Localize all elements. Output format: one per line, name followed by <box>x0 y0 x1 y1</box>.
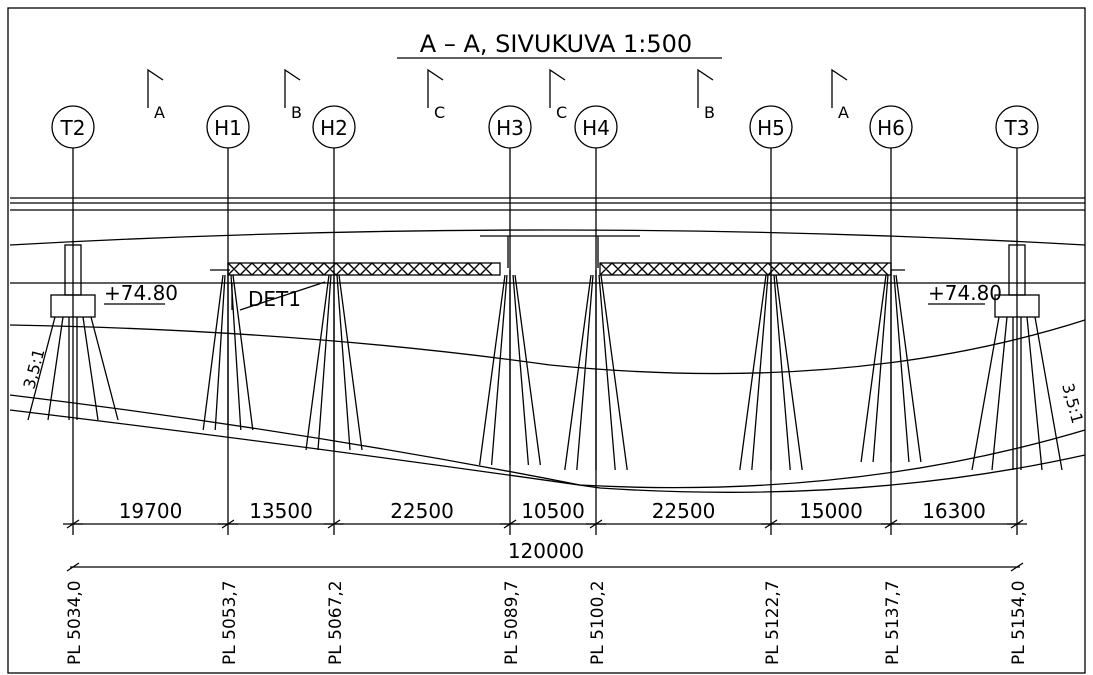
support-label: H1 <box>214 116 242 140</box>
ground-line <box>9 319 1086 375</box>
section-letter: C <box>434 103 445 122</box>
chainage: PL 5100,2 <box>588 580 608 665</box>
dimension-tick <box>218 519 238 529</box>
section-letter: A <box>154 103 165 122</box>
chainage: PL 5034,0 <box>65 580 85 665</box>
support-label: H3 <box>496 116 524 140</box>
road-profile <box>9 229 1086 246</box>
section-mark <box>147 68 164 108</box>
pier-legs <box>202 274 254 431</box>
pier-legs <box>478 274 542 466</box>
support-label: T3 <box>1004 116 1030 140</box>
piles <box>971 316 1063 471</box>
dimension-tick <box>761 519 781 529</box>
chainage: PL 5089,7 <box>502 580 522 665</box>
support-label: T2 <box>60 116 86 140</box>
pier-legs <box>739 274 803 471</box>
span-dimension: 15000 <box>799 499 863 523</box>
slope-label: 3,5:1 <box>20 346 49 391</box>
span-dimension: 10500 <box>521 499 585 523</box>
support-label: H2 <box>320 116 348 140</box>
elevation: +74.80 <box>104 281 178 305</box>
chainage: PL 5137,7 <box>883 580 903 665</box>
deck-truss <box>227 262 501 276</box>
dimension-tick <box>66 562 80 572</box>
dimension-tick <box>1010 562 1024 572</box>
span-dimension: 22500 <box>652 499 716 523</box>
chainage: PL 5122,7 <box>763 580 783 665</box>
section-letter: B <box>291 103 302 122</box>
ground-line <box>9 409 1086 493</box>
total-dimension: 120000 <box>508 539 584 563</box>
frame <box>7 7 1086 674</box>
section-mark <box>549 68 566 108</box>
detail-label: DET1 <box>248 287 301 311</box>
section-letter: C <box>556 103 567 122</box>
section-mark <box>284 68 301 108</box>
section-mark <box>427 68 444 108</box>
span-dimension: 19700 <box>119 499 183 523</box>
pier-legs <box>305 274 363 451</box>
center-span <box>480 235 640 268</box>
chainage: PL 5154,0 <box>1009 580 1029 665</box>
support-label: H6 <box>877 116 905 140</box>
dimension-tick <box>324 519 344 529</box>
detail-leader <box>239 281 326 311</box>
section-mark <box>831 68 848 108</box>
dimension-tick <box>63 519 83 529</box>
slope-label: 3,5:1 <box>1058 381 1087 426</box>
section-letter: B <box>704 103 715 122</box>
truss-diagonals <box>227 262 493 276</box>
abutment-cap <box>994 294 1040 318</box>
abutment-cap <box>50 294 96 318</box>
title: A – A, SIVUKUVA 1:500 <box>420 30 692 58</box>
truss-diagonals <box>599 262 889 276</box>
ground-line <box>9 394 1086 489</box>
chainage: PL 5067,2 <box>326 580 346 665</box>
elevation: +74.80 <box>928 281 1002 305</box>
span-dimension: 16300 <box>922 499 986 523</box>
piles <box>27 316 119 421</box>
span-dimension: 22500 <box>390 499 454 523</box>
support-label: H4 <box>582 116 610 140</box>
chainage: PL 5053,7 <box>220 580 240 665</box>
span-dimension: 13500 <box>249 499 313 523</box>
support-label: H5 <box>757 116 785 140</box>
pier-legs <box>860 274 922 463</box>
dimension-tick <box>881 519 901 529</box>
section-letter: A <box>838 103 849 122</box>
pier-legs <box>564 274 628 471</box>
dimension-tick <box>586 519 606 529</box>
section-mark <box>697 68 714 108</box>
dimension-tick <box>500 519 520 529</box>
dimension-tick <box>1007 519 1027 529</box>
